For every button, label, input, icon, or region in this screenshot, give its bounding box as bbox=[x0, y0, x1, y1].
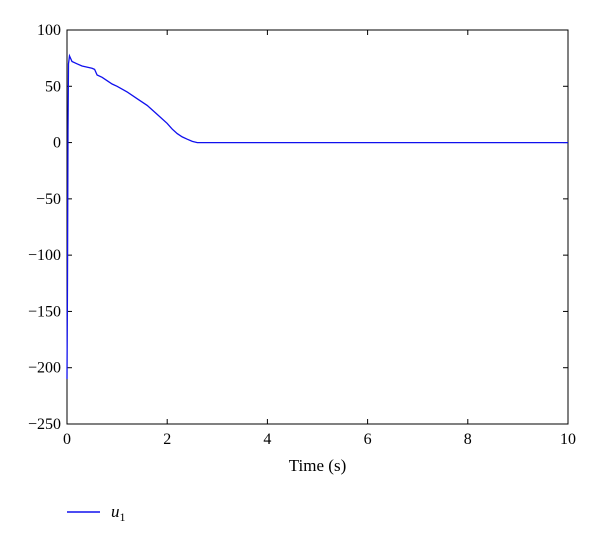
x-tick-label: 2 bbox=[163, 431, 171, 448]
x-tick-label: 10 bbox=[560, 431, 576, 448]
x-tick-label: 0 bbox=[63, 431, 71, 448]
y-tick-label: −150 bbox=[28, 303, 61, 320]
y-tick-label: −50 bbox=[36, 191, 61, 208]
y-tick-label: 50 bbox=[45, 78, 61, 95]
y-axis-ticks: 100 50 0 −50 −100 −150 −200 −250 bbox=[28, 22, 568, 433]
plot-area bbox=[66, 29, 569, 425]
series-layer bbox=[66, 53, 568, 380]
x-tick-label: 6 bbox=[364, 431, 372, 448]
y-tick-label: 0 bbox=[53, 135, 61, 152]
y-tick-label: −250 bbox=[28, 416, 61, 433]
y-tick-label: −200 bbox=[28, 360, 61, 377]
legend: u1 bbox=[67, 502, 126, 524]
x-tick-label: 4 bbox=[263, 431, 271, 448]
x-axis-label: Time (s) bbox=[289, 456, 346, 475]
x-axis-ticks: 0 2 4 6 8 10 bbox=[63, 30, 576, 448]
legend-label-u1: u1 bbox=[111, 502, 126, 524]
y-tick-label: 100 bbox=[37, 22, 61, 39]
series-line-u1 bbox=[66, 53, 568, 380]
x-tick-label: 8 bbox=[464, 431, 472, 448]
y-tick-label: −100 bbox=[28, 247, 61, 264]
